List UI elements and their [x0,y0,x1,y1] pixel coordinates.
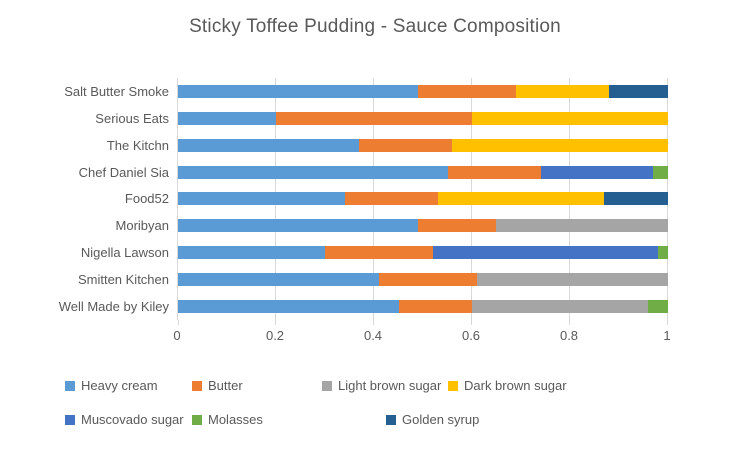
bar-segment-heavy-cream [178,219,419,233]
legend-label-light-brown-sugar: Light brown sugar [338,378,442,393]
bar-segment-heavy-cream [178,246,325,260]
x-tick-label-0.4: 0.4 [363,328,383,343]
legend-label-dark-brown-sugar: Dark brown sugar [464,378,567,393]
legend-item-light-brown-sugar: Light brown sugar [322,378,441,393]
bar-segment-molasses [658,246,668,260]
category-label-nigella-lawson: Nigella Lawson [80,245,169,261]
bar-segment-molasses [653,165,668,179]
bar-segment-dark-brown-sugar [437,192,605,206]
category-axis: Salt Butter Smoke Serious Eats The Kitchn C… [0,78,169,320]
legend-swatch-heavy-cream [65,380,75,391]
bar-row-serious-eats [178,105,668,132]
category-label-chef-daniel-sia: Chef Daniel Sia [78,164,169,180]
bar-segment-dark-brown-sugar [452,138,668,152]
bar-segment-dark-brown-sugar [516,84,610,98]
legend-swatch-golden-syrup [386,414,396,425]
bar-segment-heavy-cream [178,300,399,314]
bar-segment-butter [359,138,453,152]
plot-area [177,78,668,325]
bar-segment-muscovado-sugar [432,246,659,260]
legend-item-heavy-cream: Heavy cream [65,378,158,393]
bar-row-smitten-kitchen [178,266,668,293]
bar-segment-butter [344,192,438,206]
bar-segment-heavy-cream [178,192,345,206]
bar-segment-golden-syrup [609,84,668,98]
x-tick-label-0.2: 0.2 [265,328,285,343]
legend-swatch-butter [192,380,202,391]
bar-segment-butter [398,300,472,314]
x-tick-label-0: 0 [173,328,181,343]
bar-segment-molasses [648,300,668,314]
category-label-well-made-by-kiley: Well Made by Kiley [58,299,169,315]
bar-row-moribyan [178,212,668,239]
legend-item-dark-brown-sugar: Dark brown sugar [448,378,567,393]
axis-tick-0 [178,320,179,325]
bar-segment-butter [418,219,497,233]
x-tick-label-0.8: 0.8 [559,328,579,343]
bar-row-chef-daniel-sia [178,159,668,186]
category-label-salt-butter-smoke: Salt Butter Smoke [64,83,169,99]
x-tick-label-1: 1 [663,328,671,343]
axis-tick-1 [667,320,668,325]
bar-segment-golden-syrup [604,192,668,206]
bar-segment-light-brown-sugar [496,219,668,233]
legend-item-molasses: Molasses [192,412,263,427]
legend-label-muscovado-sugar: Muscovado sugar [81,412,184,427]
bar-segment-heavy-cream [178,165,448,179]
bar-row-food52 [178,186,668,213]
axis-tick-0.8 [569,320,570,325]
bar-segment-butter [418,84,517,98]
axis-tick-0.2 [275,320,276,325]
value-axis: 0 0.2 0.4 0.6 0.8 1 [0,328,750,346]
category-label-food52: Food52 [124,191,169,207]
bar-row-well-made-by-kiley [178,293,668,320]
legend-label-heavy-cream: Heavy cream [81,378,158,393]
chart-title: Sticky Toffee Pudding - Sauce Compositio… [189,16,561,37]
bar-segment-dark-brown-sugar [472,111,668,125]
legend-item-muscovado-sugar: Muscovado sugar [65,412,184,427]
category-label-serious-eats: Serious Eats [95,110,169,126]
axis-tick-0.4 [373,320,374,325]
bar-segment-heavy-cream [178,111,276,125]
bar-segment-light-brown-sugar [472,300,649,314]
legend-swatch-molasses [192,414,202,425]
bar-segment-heavy-cream [178,84,419,98]
legend-label-molasses: Molasses [208,412,263,427]
category-label-the-kitchn: The Kitchn [106,137,169,153]
bar-row-nigella-lawson [178,239,668,266]
category-label-moribyan: Moribyan [115,218,169,234]
legend-swatch-dark-brown-sugar [448,380,458,391]
category-label-smitten-kitchen: Smitten Kitchen [77,272,169,288]
bar-segment-muscovado-sugar [540,165,654,179]
legend-swatch-light-brown-sugar [322,380,332,391]
x-tick-label-0.6: 0.6 [461,328,481,343]
axis-tick-0.6 [471,320,472,325]
bar-segment-butter [276,111,472,125]
bar-row-salt-butter-smoke [178,78,668,105]
bar-segment-butter [447,165,541,179]
legend-item-butter: Butter [192,378,243,393]
legend-label-butter: Butter [208,378,243,393]
legend-item-golden-syrup: Golden syrup [386,412,479,427]
bar-segment-light-brown-sugar [476,273,668,287]
bar-segment-butter [325,246,433,260]
bar-row-the-kitchn [178,132,668,159]
legend-label-golden-syrup: Golden syrup [402,412,480,427]
legend-swatch-muscovado-sugar [65,414,75,425]
bar-segment-heavy-cream [178,138,360,152]
bar-segment-heavy-cream [178,273,379,287]
bar-segment-butter [378,273,477,287]
